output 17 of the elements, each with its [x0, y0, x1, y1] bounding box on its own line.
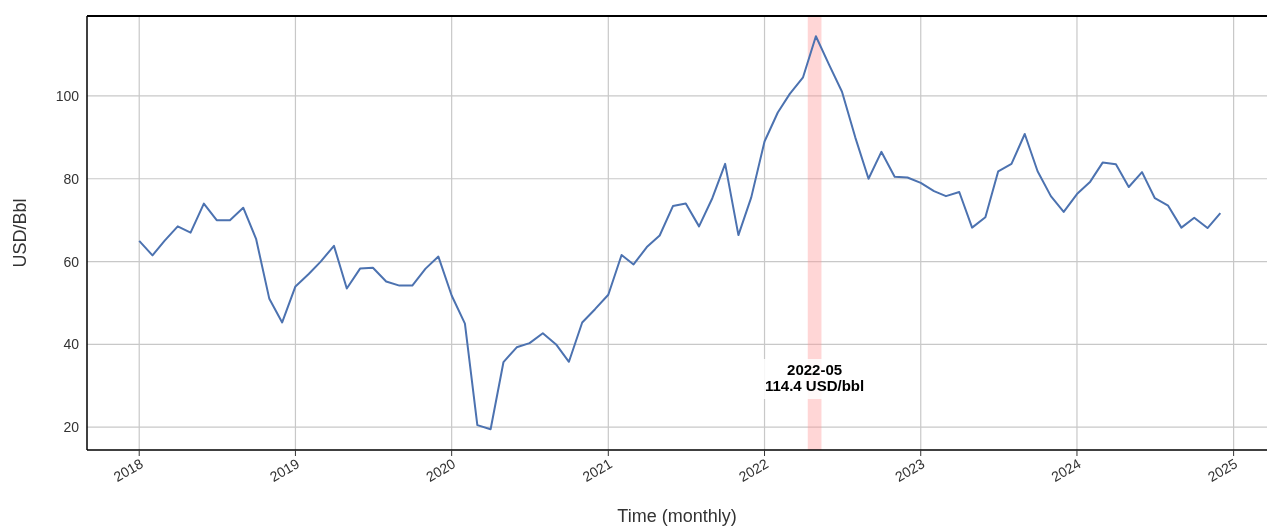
annotation: 2022-05 114.4 USD/bbl: [764, 361, 865, 394]
line-series: [138, 35, 1222, 431]
x-tick-label: 2024: [1048, 455, 1084, 485]
y-tick-label: 20: [63, 419, 80, 436]
y-tick-label: 60: [63, 253, 80, 270]
y-axis-title: USD/Bbl: [10, 198, 31, 268]
x-tick-label: 2019: [266, 455, 303, 485]
y-tick-label: 80: [63, 170, 80, 187]
x-tick-label: 2018: [110, 455, 146, 485]
x-tick-label: 2025: [1205, 455, 1241, 485]
y-tick-label: 40: [63, 336, 80, 353]
x-tick-label: 2021: [579, 455, 615, 485]
x-axis-title: Time (monthly): [617, 506, 737, 526]
x-tick-label: 2022: [736, 455, 772, 485]
y-tick-label: 100: [55, 87, 80, 104]
x-tick-label: 2020: [423, 455, 459, 485]
x-tick-label: 2023: [892, 455, 928, 485]
